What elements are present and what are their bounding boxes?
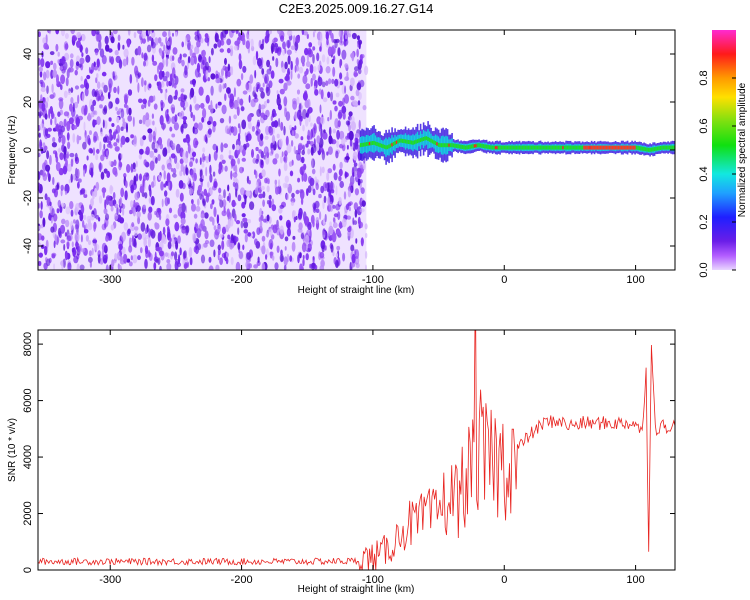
colorbar-label: Normalized spectral amplitude [737,82,748,217]
x-tick-label: -200 [231,274,253,286]
colorbar-tick-label: 0.8 [698,70,710,85]
spectrogram-x-axis-label: Height of straight line (km) [298,285,415,296]
y-tick-label: 2000 [22,501,34,525]
y-tick-label: -40 [22,238,34,254]
y-tick-label: -20 [22,190,34,206]
x-tick-label: -200 [231,574,253,586]
noise-speckle [38,30,369,270]
y-tick-label: 6000 [22,388,34,412]
snr-plot-area [38,330,675,570]
y-tick-label: 0 [22,147,34,153]
x-tick-label: 100 [626,574,644,586]
y-tick-label: 40 [22,48,34,60]
y-tick-label: 20 [22,96,34,108]
colorbar-tick-label: 0.4 [698,166,710,181]
signal-trace [359,121,675,165]
x-tick-label: 100 [626,274,644,286]
colorbar-tick-label: 0.6 [698,118,710,133]
colorbar-tick-label: 0.2 [698,214,710,229]
snr-x-axis-label: Height of straight line (km) [298,584,415,595]
spectrogram-plot-area [38,30,675,270]
x-tick-label: 0 [501,574,507,586]
snr-series-line [38,330,675,570]
colorbar: 0.0 0.2 0.4 0.6 0.8 Normalized spectral ampl… [698,30,748,278]
y-tick-label: 4000 [22,445,34,469]
y-tick-label: 0 [22,567,34,573]
x-tick-label: -300 [99,574,121,586]
y-tick-label: 8000 [22,332,34,356]
colorbar-ticks: 0.0 0.2 0.4 0.6 0.8 [698,70,736,278]
snr-frame [37,329,676,571]
snr-y-axis-label: SNR (10 * v/v) [7,418,18,482]
chart-title: C2E3.2025.009.16.27.G14 [279,1,434,16]
x-tick-label: -300 [99,274,121,286]
colorbar-tick-label: 0.0 [698,262,710,277]
x-tick-label: 0 [501,274,507,286]
x-tick-label: -100 [362,274,384,286]
x-tick-label: -100 [362,574,384,586]
colorbar-gradient [712,30,736,270]
spectrogram-y-axis-label: Frequency (Hz) [7,116,18,185]
